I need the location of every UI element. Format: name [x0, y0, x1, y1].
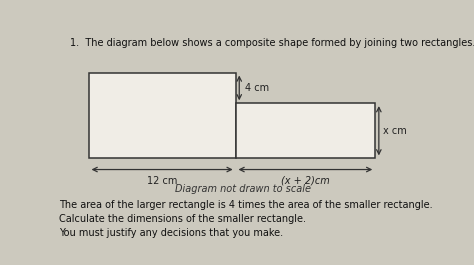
- Text: 4 cm: 4 cm: [245, 83, 269, 93]
- Text: Diagram not drawn to scale: Diagram not drawn to scale: [175, 184, 311, 194]
- Text: 12 cm: 12 cm: [147, 176, 177, 186]
- Bar: [89, 73, 236, 158]
- Text: Calculate the dimensions of the smaller rectangle.: Calculate the dimensions of the smaller …: [59, 214, 306, 224]
- Text: x cm: x cm: [383, 126, 407, 136]
- Text: You must justify any decisions that you make.: You must justify any decisions that you …: [59, 228, 283, 238]
- Text: (x + 2)cm: (x + 2)cm: [281, 176, 330, 186]
- Text: 1.  The diagram below shows a composite shape formed by joining two rectangles.: 1. The diagram below shows a composite s…: [70, 38, 474, 48]
- Bar: [236, 103, 375, 158]
- Text: The area of the larger rectangle is 4 times the area of the smaller rectangle.: The area of the larger rectangle is 4 ti…: [59, 200, 433, 210]
